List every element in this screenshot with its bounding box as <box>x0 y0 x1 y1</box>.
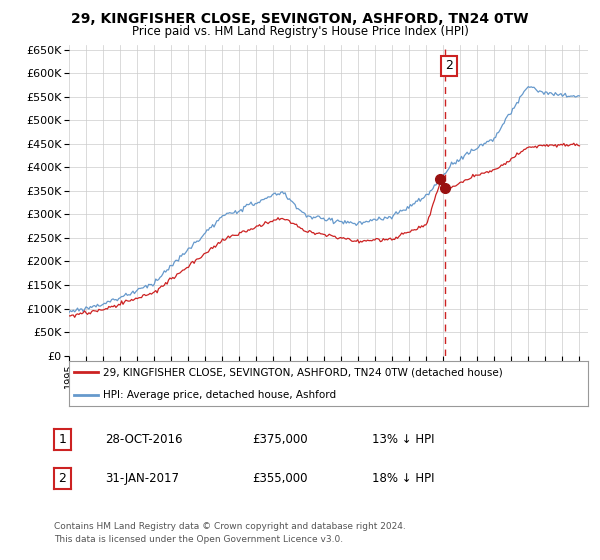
Text: 13% ↓ HPI: 13% ↓ HPI <box>372 433 434 446</box>
Text: 2: 2 <box>445 59 453 72</box>
Text: 31-JAN-2017: 31-JAN-2017 <box>105 472 179 486</box>
Text: Contains HM Land Registry data © Crown copyright and database right 2024.: Contains HM Land Registry data © Crown c… <box>54 522 406 531</box>
Text: 18% ↓ HPI: 18% ↓ HPI <box>372 472 434 486</box>
Text: HPI: Average price, detached house, Ashford: HPI: Average price, detached house, Ashf… <box>103 390 336 400</box>
Text: 2: 2 <box>59 472 67 486</box>
Text: £355,000: £355,000 <box>252 472 308 486</box>
Text: 29, KINGFISHER CLOSE, SEVINGTON, ASHFORD, TN24 0TW: 29, KINGFISHER CLOSE, SEVINGTON, ASHFORD… <box>71 12 529 26</box>
Text: Price paid vs. HM Land Registry's House Price Index (HPI): Price paid vs. HM Land Registry's House … <box>131 25 469 38</box>
Text: This data is licensed under the Open Government Licence v3.0.: This data is licensed under the Open Gov… <box>54 534 343 544</box>
Text: £375,000: £375,000 <box>252 433 308 446</box>
Text: 1: 1 <box>59 433 67 446</box>
Text: 29, KINGFISHER CLOSE, SEVINGTON, ASHFORD, TN24 0TW (detached house): 29, KINGFISHER CLOSE, SEVINGTON, ASHFORD… <box>103 367 502 377</box>
Text: 28-OCT-2016: 28-OCT-2016 <box>105 433 182 446</box>
